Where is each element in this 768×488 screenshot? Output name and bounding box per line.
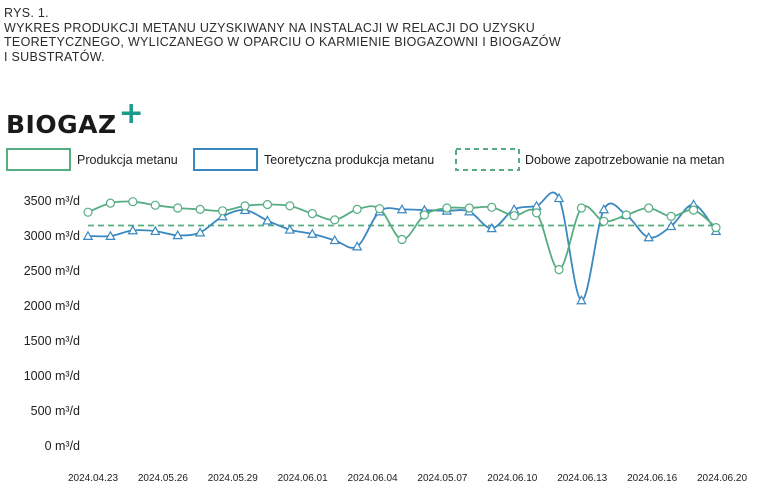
- x-tick-label: 2024.06.10: [487, 473, 537, 484]
- y-tick-label: 2000 m³/d: [24, 299, 80, 313]
- x-tick-label: 2024.04.23: [68, 473, 118, 484]
- caption-line-3: I SUBSTRATÓW.: [4, 49, 105, 64]
- produkcja-point: [644, 203, 654, 213]
- produkcja-point: [688, 205, 699, 215]
- x-tick-label: 2024.06.20: [697, 473, 747, 484]
- teoretyczna-line: [87, 191, 717, 302]
- caption-line-1: WYKRES PRODUKCJI METANU UZYSKIWANY NA IN…: [4, 20, 536, 35]
- produkcja-point: [240, 201, 250, 211]
- produkcja-point: [105, 198, 116, 208]
- produkcja-point: [195, 204, 205, 214]
- caption-label: RYS. 1.: [4, 6, 49, 20]
- y-tick-label: 0 m³/d: [45, 439, 80, 453]
- teoretyczna-point: [105, 230, 116, 240]
- teoretyczna-point: [531, 200, 542, 210]
- y-tick-label: 2500 m³/d: [24, 264, 80, 278]
- chart-legend: Produkcja metanu Teoretyczna produkcja me…: [6, 148, 724, 171]
- legend-swatch-2: [193, 148, 258, 171]
- produkcja-point: [128, 197, 138, 207]
- teoretyczna-point: [262, 215, 273, 225]
- produkcja-point: [217, 206, 228, 216]
- x-tick-label: 2024.06.01: [278, 473, 328, 484]
- produkcja-point: [150, 200, 160, 210]
- teoretyczna-point: [217, 210, 228, 221]
- chart-series: [82, 191, 722, 305]
- produkcja-point: [509, 211, 519, 221]
- y-tick-label: 1000 m³/d: [24, 369, 80, 383]
- teoretyczna-point: [127, 224, 139, 235]
- produkcja-point: [711, 223, 721, 233]
- produkcja-point: [397, 234, 407, 245]
- x-tick-label: 2024.06.04: [348, 473, 398, 484]
- teoretyczna-point: [82, 230, 94, 240]
- produkcja-point: [352, 204, 362, 214]
- produkcja-point: [666, 211, 676, 221]
- teoretyczna-point: [351, 241, 363, 251]
- teoretyczna-point: [150, 225, 161, 236]
- y-axis-labels: 3500 m³/d 3000 m³/d 2500 m³/d 2000 m³/d 1500…: [24, 194, 80, 453]
- teoretyczna-point: [643, 231, 654, 242]
- teoretyczna-point: [329, 234, 340, 245]
- produkcja-point: [442, 203, 452, 213]
- teoretyczna-point: [576, 294, 587, 305]
- y-tick-label: 3000 m³/d: [24, 229, 80, 243]
- produkcja-point: [621, 210, 631, 220]
- teoretyczna-point: [284, 224, 296, 234]
- x-tick-label: 2024.05.26: [138, 473, 188, 484]
- legend-label-1: Produkcja metanu: [77, 153, 178, 167]
- teoretyczna-point: [307, 228, 318, 238]
- legend-swatch-3: [455, 148, 520, 171]
- produkcja-point: [599, 216, 609, 226]
- produkcja-point: [374, 204, 385, 214]
- produkcja-point: [83, 207, 93, 217]
- produkcja-point: [554, 265, 564, 275]
- produkcja-point: [576, 203, 587, 213]
- biogaz-logo: BIOGAZ+: [6, 96, 144, 141]
- y-tick-label: 1500 m³/d: [24, 334, 80, 348]
- produkcja-point: [531, 208, 542, 218]
- legend-label-2: Teoretyczna produkcja metanu: [264, 153, 434, 167]
- produkcja-point: [330, 215, 340, 225]
- teoretyczna-point: [486, 222, 497, 233]
- y-tick-label: 500 m³/d: [31, 404, 80, 418]
- produkcja-point: [419, 210, 430, 220]
- teoretyczna-point: [553, 192, 565, 203]
- logo-plus-icon: +: [118, 96, 145, 131]
- teoretyczna-point: [396, 203, 408, 214]
- produkcja-point: [487, 202, 497, 212]
- produkcja-point: [173, 203, 183, 213]
- produkcja-point: [285, 201, 295, 211]
- produkcja-point: [262, 199, 273, 210]
- teoretyczna-point: [665, 220, 677, 231]
- teoretyczna-point: [194, 227, 206, 237]
- y-tick-label: 3500 m³/d: [24, 194, 80, 208]
- x-tick-label: 2024.06.13: [557, 473, 607, 484]
- x-tick-label: 2024.05.07: [417, 473, 467, 484]
- produkcja-point: [464, 203, 474, 213]
- caption-line-2: TEORETYCZNEGO, WYLICZANEGO W OPARCIU O K…: [4, 35, 561, 49]
- produkcja-point: [307, 209, 317, 219]
- x-tick-label: 2024.05.29: [208, 473, 258, 484]
- logo-text: BIOGAZ: [6, 110, 117, 139]
- teoretyczna-point: [598, 203, 610, 214]
- teoretyczna-point: [172, 229, 183, 240]
- legend-swatch-1: [6, 148, 71, 171]
- x-tick-label: 2024.06.16: [627, 473, 677, 484]
- x-axis-labels: 2024.04.23 2024.05.26 2024.05.29 2024.06.01…: [68, 473, 747, 484]
- figure-caption: RYS. 1. WYKRES PRODUKCJI METANU UZYSKIWA…: [4, 6, 744, 64]
- legend-label-3: Dobowe zapotrzebowanie na metan: [525, 153, 724, 167]
